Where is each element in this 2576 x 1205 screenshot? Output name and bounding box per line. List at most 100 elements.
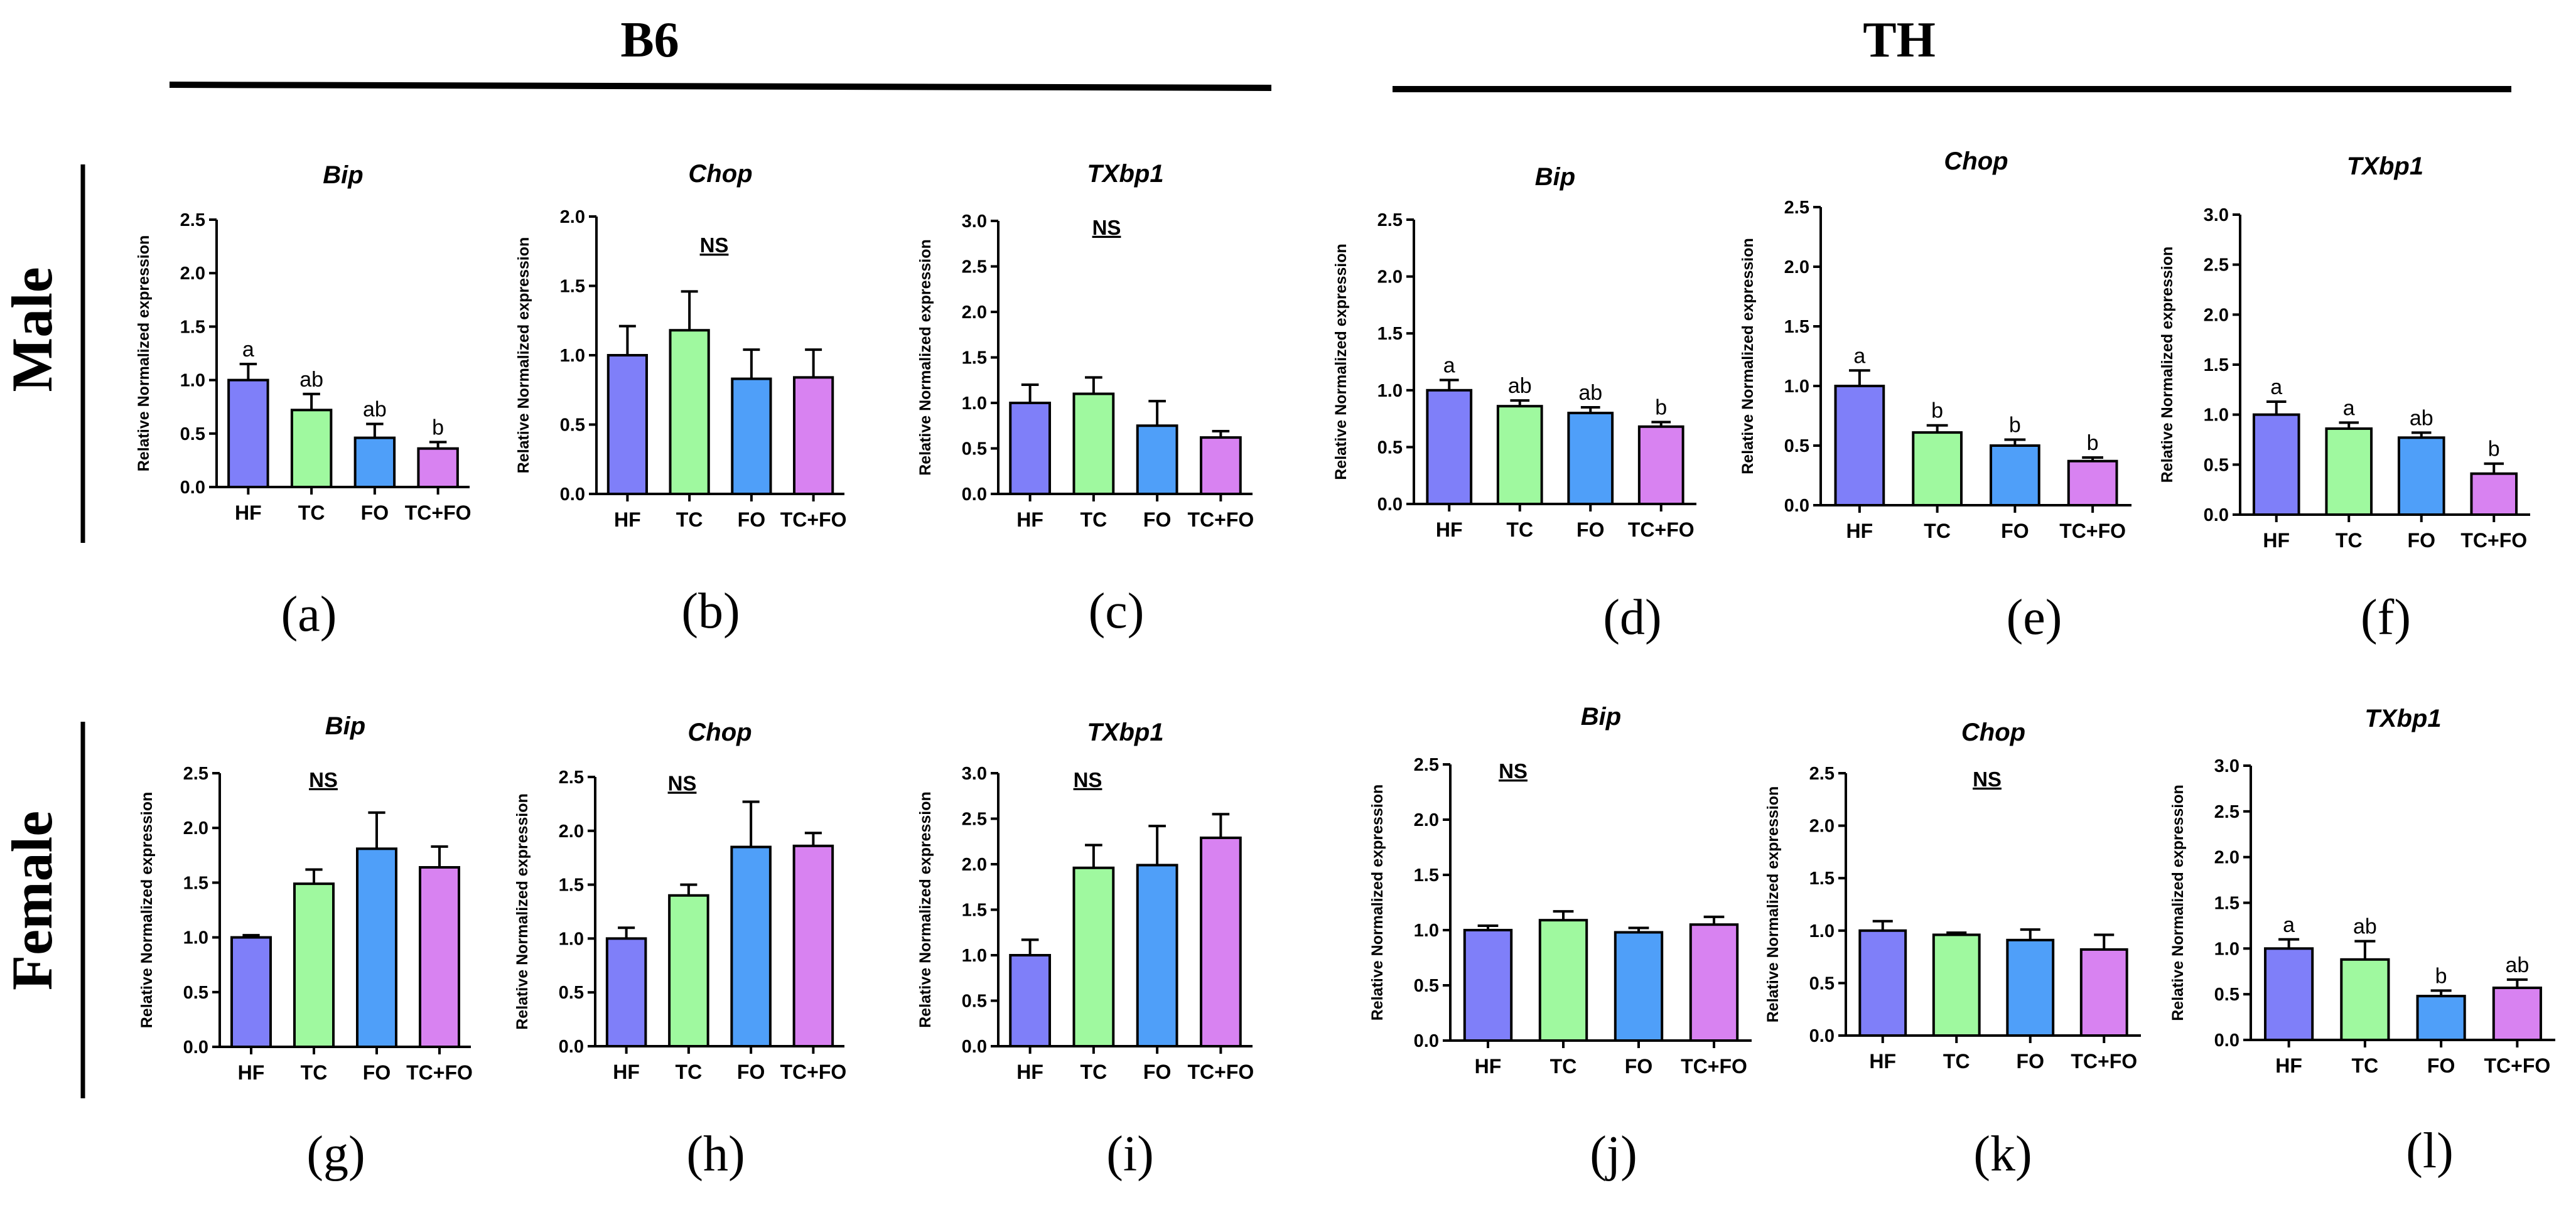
y-tick-label: 1.5 [559, 876, 584, 896]
y-tick-label: 1.0 [183, 928, 208, 948]
x-tick-label: TC+FO [1187, 1061, 1254, 1083]
y-tick-label: 2.5 [2214, 802, 2239, 822]
x-tick-label: HF [2263, 529, 2290, 552]
bar-tc-fo [417, 447, 459, 489]
panel-letter-g: (g) [306, 1127, 365, 1182]
bar-tc-fo [1199, 436, 1242, 495]
bar-fo [1136, 424, 1178, 495]
y-tick-label: 2.5 [183, 764, 208, 784]
x-tick-label: TC [1550, 1055, 1577, 1078]
significance-letter: a [2283, 913, 2295, 937]
bar-fo [2006, 938, 2055, 1037]
bar-fo [1567, 412, 1614, 505]
bar-tc [669, 329, 710, 495]
chart-c: TXbp1 NS Relative Normalized expression 0.0… [917, 160, 1254, 531]
x-tick-label: HF [1016, 1061, 1043, 1083]
panel-letter-a: (a) [281, 587, 337, 642]
y-tick-label: 1.0 [2214, 939, 2239, 959]
y-tick-label: 2.5 [2204, 255, 2229, 276]
panel-letter-b: (b) [681, 584, 740, 639]
x-tick-label: TC+FO [406, 1061, 473, 1084]
bar-tc-fo [2079, 948, 2128, 1037]
significance-letter: ab [299, 368, 323, 392]
x-tick-label: TC [1506, 518, 1533, 541]
ns-label: NS [1499, 759, 1528, 783]
bar-tc-fo [2492, 986, 2542, 1041]
x-tick-label: TC [2352, 1054, 2379, 1077]
bar-tc-fo [419, 865, 460, 1048]
chart-e: Chop Relative Normalized expression 0.0 0.5… [1739, 147, 2131, 542]
x-tick-label: TC [1081, 508, 1107, 531]
chart-title: Bip [1535, 163, 1575, 191]
y-tick-label: 2.5 [559, 768, 584, 788]
bar-tc-fo [792, 844, 834, 1047]
bar-tc [1912, 431, 1963, 506]
bar-tc-fo [1199, 836, 1242, 1047]
bar-tc [1072, 392, 1115, 495]
x-tick-label: HF [613, 1061, 640, 1083]
y-tick-label: 1.5 [962, 348, 987, 368]
x-tick-label: TC+FO [2059, 520, 2126, 542]
significance-letter: ab [1578, 381, 1602, 405]
significance-letter: b [2435, 964, 2447, 988]
y-axis-label: Relative Normalized expression [2169, 785, 2187, 1021]
bar-fo [731, 377, 772, 495]
y-tick-label: 0.5 [962, 992, 987, 1012]
y-axis-label: Relative Normalized expression [2158, 247, 2176, 483]
x-tick-label: TC+FO [1628, 518, 1695, 541]
significance-letter: ab [2505, 953, 2529, 977]
y-tick-label: 2.0 [2214, 848, 2239, 868]
x-tick-label: HF [235, 501, 262, 524]
x-tick-label: HF [2275, 1054, 2302, 1077]
x-tick-label: FO [738, 508, 765, 531]
y-axis-label: Relative Normalized expression [917, 791, 934, 1028]
x-tick-label: FO [361, 501, 389, 524]
x-tick-label: FO [2017, 1050, 2044, 1073]
panel-letter-j: (j) [1590, 1127, 1637, 1182]
significance-letter: b [432, 415, 444, 439]
chart-title: TXbp1 [1087, 719, 1163, 746]
x-tick-label: FO [363, 1061, 391, 1084]
panel-letter-f: (f) [2361, 590, 2411, 645]
bar-fo [353, 436, 396, 489]
x-tick-label: FO [2427, 1054, 2455, 1077]
chart-g: Bip NS Relative Normalized expression 0.0 0.… [138, 712, 473, 1084]
bar-hf [606, 354, 648, 495]
chart-d: Bip Relative Normalized expression 0.0 0.5 1… [1332, 163, 1696, 541]
y-tick-label: 1.0 [180, 371, 205, 391]
x-tick-label: TC+FO [405, 501, 472, 524]
x-tick-label: TC+FO [780, 508, 847, 531]
x-tick-label: FO [1625, 1055, 1652, 1078]
y-tick-label: 0.0 [183, 1037, 208, 1058]
y-tick-label: 0.0 [180, 478, 205, 498]
y-tick-label: 0.5 [1414, 976, 1439, 996]
bar-hf [2264, 947, 2314, 1042]
y-tick-label: 0.5 [2204, 455, 2229, 475]
ns-label: NS [1074, 768, 1102, 791]
significance-letter: a [242, 338, 254, 362]
bar-hf [1834, 385, 1885, 506]
bar-tc-fo [793, 376, 834, 495]
bar-fo [1136, 864, 1178, 1047]
chart-title: Chop [1944, 147, 2008, 175]
y-tick-label: 1.0 [1809, 921, 1835, 941]
chart-title: TXbp1 [2364, 705, 2441, 732]
ns-label: NS [668, 771, 697, 795]
y-tick-label: 2.5 [180, 210, 205, 230]
panel-letter-l: (l) [2406, 1123, 2454, 1179]
y-tick-label: 0.0 [1809, 1026, 1835, 1046]
y-tick-label: 2.0 [2204, 305, 2229, 325]
y-tick-label: 0.0 [962, 485, 987, 505]
x-tick-label: FO [1143, 508, 1171, 531]
panel-letter-e: (e) [2007, 590, 2062, 645]
chart-j: Bip NS Relative Normalized expression 0.0 0.… [1369, 703, 1752, 1078]
y-tick-label: 3.0 [2214, 756, 2239, 776]
bar-tc [668, 894, 709, 1048]
x-tick-label: FO [1143, 1061, 1171, 1083]
y-axis-label: Relative Normalized expression [514, 793, 531, 1030]
significance-letter: ab [363, 397, 387, 421]
significance-letter: a [1853, 344, 1865, 368]
y-axis-label: Relative Normalized expression [1369, 785, 1386, 1021]
y-tick-label: 2.0 [1414, 810, 1439, 830]
